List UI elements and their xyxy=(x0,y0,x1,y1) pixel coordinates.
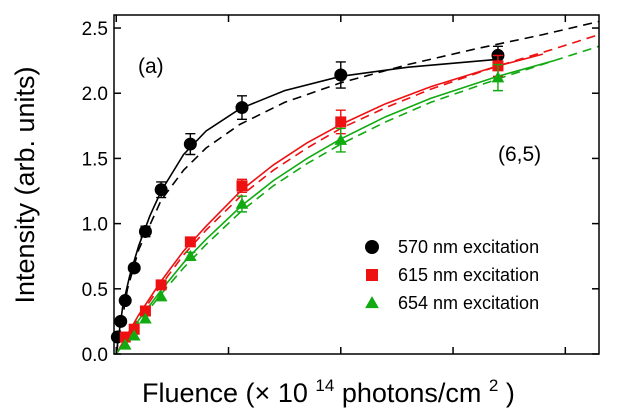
point-series-0-2 xyxy=(118,294,132,308)
x-axis-title-unit: photons/cm xyxy=(342,378,482,408)
point-series-0-6 xyxy=(183,137,197,151)
point-series-2-6 xyxy=(334,133,348,145)
x-axis-title-unit-power: 2 xyxy=(489,376,498,395)
y-tick-label-4: 2.0 xyxy=(82,84,108,105)
point-series-2-3 xyxy=(154,290,168,302)
y-tick-label-5: 2.5 xyxy=(82,19,108,40)
legend-marker-2 xyxy=(365,296,379,309)
data-points xyxy=(110,45,505,350)
point-series-1-4 xyxy=(184,236,196,248)
y-tick-label-2: 1.0 xyxy=(82,215,108,236)
y-tick-label-0: 0.0 xyxy=(82,345,108,366)
point-series-0-8 xyxy=(334,68,348,82)
point-series-0-5 xyxy=(154,183,168,197)
legend-label-2: 654 nm excitation xyxy=(398,293,539,313)
point-series-2-1 xyxy=(127,329,141,341)
point-series-2-2 xyxy=(139,312,152,324)
point-series-2-0 xyxy=(118,338,132,350)
point-series-1-1 xyxy=(128,323,140,335)
legend-marker-0 xyxy=(365,240,379,254)
point-series-2-7 xyxy=(491,71,505,83)
x-axis-title: Fluence (× 10 14 photons/cm 2 ) xyxy=(142,367,515,408)
axis-ticks: 0.0 0.5 1.0 1.5 2.0 2.5 xyxy=(82,15,599,366)
chirality-label: (6,5) xyxy=(498,143,541,166)
point-series-0-7 xyxy=(235,101,249,115)
legend-marker-1 xyxy=(366,269,378,281)
point-series-0-4 xyxy=(138,224,152,238)
y-tick-label-3: 1.5 xyxy=(82,149,108,170)
x-axis-title-main: Fluence (× 10 xyxy=(142,378,308,408)
legend: 570 nm excitation 615 nm excitation 654 nm… xyxy=(365,237,539,313)
point-series-2-5 xyxy=(235,197,249,209)
point-series-1-6 xyxy=(335,116,347,128)
panel-label: (a) xyxy=(138,55,164,78)
point-series-0-1 xyxy=(114,314,128,328)
legend-label-0: 570 nm excitation xyxy=(398,237,539,257)
x-axis-title-exponent: 14 xyxy=(315,376,334,395)
point-series-1-3 xyxy=(155,279,167,291)
fit-dashed-series-0 xyxy=(115,20,600,355)
y-axis-title: Intensity (arb. units) xyxy=(10,66,40,303)
point-series-1-2 xyxy=(139,305,151,317)
point-series-1-5 xyxy=(236,180,248,192)
x-axis-title-close: ) xyxy=(506,378,515,408)
plot-frame xyxy=(113,14,600,355)
point-series-2-4 xyxy=(184,249,197,261)
legend-label-1: 615 nm excitation xyxy=(398,265,539,285)
point-series-1-0 xyxy=(119,331,131,343)
point-series-0-3 xyxy=(127,261,141,275)
y-tick-label-1: 0.5 xyxy=(82,280,108,301)
